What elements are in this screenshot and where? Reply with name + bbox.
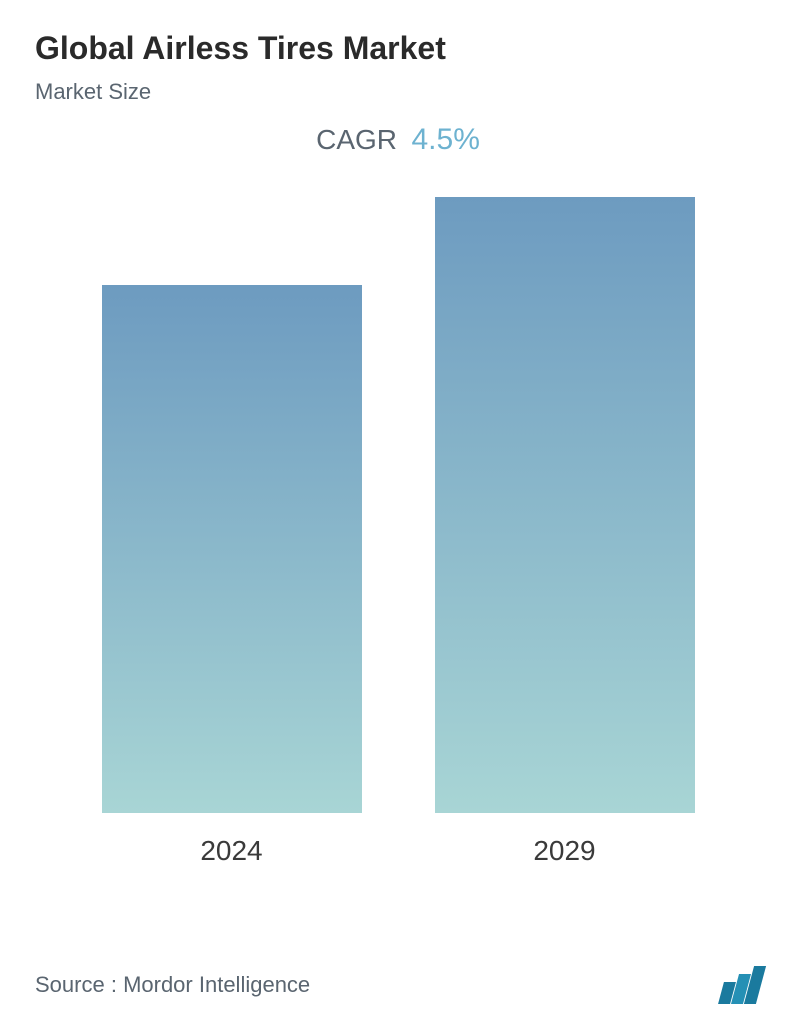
bar-group-2024: 2024 [102,197,362,867]
chart-area: 2024 2029 [35,197,761,867]
cagr-row: CAGR 4.5% [35,123,761,157]
bars-container: 2024 2029 [35,197,761,867]
bar-2024 [102,285,362,813]
bar-label-2024: 2024 [200,835,262,867]
bar-2029 [435,197,695,813]
chart-title: Global Airless Tires Market [35,30,761,67]
chart-subtitle: Market Size [35,79,761,105]
bar-group-2029: 2029 [435,197,695,867]
cagr-label: CAGR [316,124,397,155]
footer: Source : Mordor Intelligence [35,966,761,1004]
cagr-value: 4.5% [411,123,479,156]
bar-label-2029: 2029 [533,835,595,867]
source-label: Source : [35,972,117,997]
source-name-value: Mordor Intelligence [123,972,310,997]
source-text: Source : Mordor Intelligence [35,972,310,998]
logo-icon [721,966,761,1004]
